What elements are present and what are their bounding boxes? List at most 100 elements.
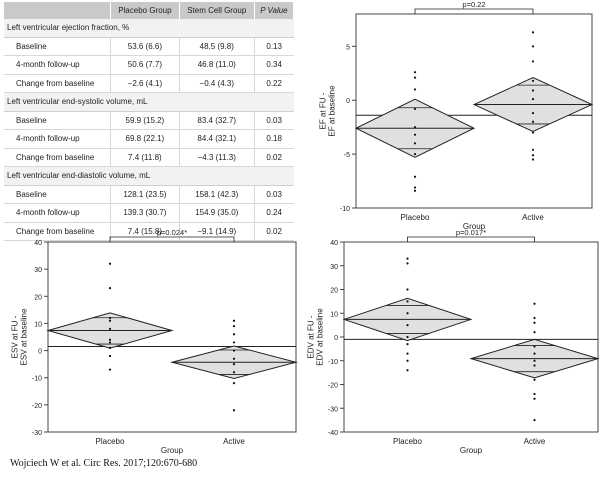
table-cell: 0.02 [253,222,294,241]
header-placebo: Placebo Group [110,2,180,19]
x-tick-label: Active [223,437,245,446]
table-cell: 84.4 (32.1) [178,129,255,149]
row-label: Change from baseline [4,222,111,241]
data-point [108,319,112,322]
data-point [533,302,536,305]
data-point [533,316,536,320]
data-point [232,349,236,352]
table-cell: 0.03 [253,111,294,130]
y-axis-label-line: ESV at FU - [11,315,20,358]
data-point [406,257,409,260]
data-point [531,158,535,161]
table-cell: 154.9 (35.0) [178,203,255,223]
data-point [232,382,236,385]
y-tick-label: -10 [340,206,350,213]
table-cell: 48.5 (9.8) [178,37,255,56]
data-point [531,148,535,151]
y-tick-label: -20 [32,403,42,410]
y-tick-label: 0 [346,98,350,105]
x-tick-label: Placebo [401,213,430,222]
table-cell: 0.22 [253,74,294,93]
table-section-row: Left ventricular end-systolic volume, mL [4,92,294,112]
table-row: Baseline 59.9 (15.2) 83.4 (32.7) 0.03 [4,111,294,130]
y-axis-label-line: ESV at baseline [20,308,29,365]
data-point [108,346,112,349]
x-tick-label: Placebo [96,437,125,446]
data-point [108,354,112,358]
y-tick-label: 0 [334,335,338,342]
citation: Wojciech W et al. Circ Res. 2017;120:670… [10,458,198,469]
table-cell: 0.34 [253,55,294,75]
y-tick-label: 30 [330,264,338,271]
row-label: Change from baseline [4,74,111,93]
data-point [531,60,535,63]
x-tick-label: Active [522,213,544,222]
data-point [413,107,417,110]
data-point [406,369,409,372]
data-point [108,262,112,265]
data-point [232,363,236,366]
data-point [232,409,236,412]
table-section-row: Left ventricular end-diastolic volume, m… [4,166,294,186]
data-point [413,71,417,74]
data-point [413,76,417,79]
p-value-label: p=0.024* [157,228,187,237]
significance-bracket [407,236,535,242]
table-cell: −4.3 (11.3) [178,148,255,167]
data-point [406,324,409,327]
table-cell: 7.4 (11.8) [110,148,180,167]
data-point [413,186,417,189]
y-axis-label-line: EDV at baseline [316,308,325,366]
table-cell: −9.1 (14.9) [178,222,255,241]
data-point [406,335,409,339]
data-point [531,120,535,123]
table-row: Baseline 128.1 (23.5) 158.1 (42.3) 0.03 [4,185,294,204]
table-row: Change from baseline 7.4 (15.8) −9.1 (14.9… [4,222,294,241]
data-point [232,325,236,328]
table-cell: 0.02 [253,148,294,167]
header-blank [4,2,112,19]
data-point [413,142,417,145]
data-point [531,131,535,134]
data-point [531,112,535,115]
table-cell: 128.1 (23.5) [110,185,180,204]
p-value-label: p=0.017* [456,228,486,237]
data-point [531,31,535,34]
data-point [413,189,417,192]
section-title: Left ventricular end-diastolic volume, m… [4,166,294,186]
esv-chart: -30 -20 -10 0 10 20 30 40 ESV at FU -ESV at base… [11,228,298,455]
y-tick-label: -30 [328,406,338,413]
data-point [531,89,535,92]
table-cell: 59.9 (15.2) [110,111,180,130]
data-point [406,300,409,303]
data-point [108,287,112,290]
table-row: Baseline 53.6 (6.6) 48.5 (9.8) 0.13 [4,37,294,56]
data-point [232,319,236,322]
row-label: Baseline [4,111,111,130]
table-cell: 0.18 [253,129,294,149]
data-point [531,45,535,48]
y-tick-label: -10 [328,359,338,366]
plot-frame [47,241,297,433]
y-tick-label: 30 [34,267,42,274]
y-tick-label: 20 [330,288,338,295]
data-point [406,288,409,291]
data-point [531,154,535,157]
y-tick-label: -20 [328,383,338,390]
data-point [108,327,112,330]
edv-chart: -40 -30 -20 -10 0 10 20 30 40 EDV at FU -EDV at b… [307,228,600,455]
data-point [232,341,236,344]
table-cell: 0.03 [253,185,294,204]
table-row: Change from baseline −2.6 (4.1) −0.4 (4.3)… [4,74,294,93]
data-point [406,312,409,315]
data-point [533,419,536,422]
data-point [232,333,236,336]
row-label: Change from baseline [4,148,111,167]
table-row: 4-month follow-up 69.8 (22.1) 84.4 (32.1) 0… [4,129,294,149]
table-row: 4-month follow-up 50.6 (7.7) 46.8 (11.0) 0.… [4,55,294,75]
data-point [413,88,417,91]
data-point [413,153,417,156]
x-axis-label: Group [463,222,486,231]
y-axis-label-line: EF at baseline [328,85,337,137]
y-tick-label: 40 [330,240,338,247]
